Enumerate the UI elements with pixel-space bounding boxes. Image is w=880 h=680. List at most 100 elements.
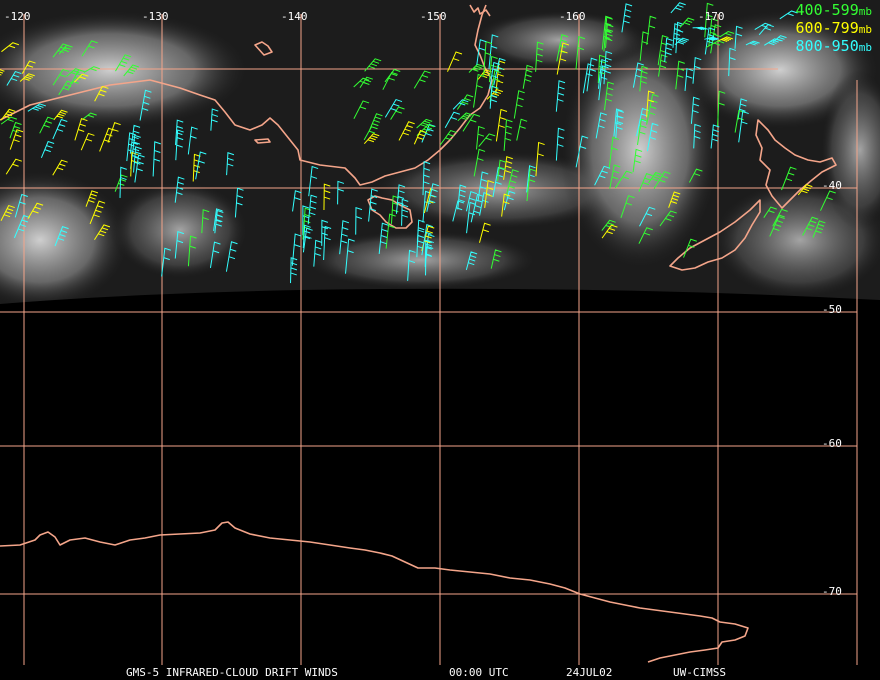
caption-date: 24JUL02 — [566, 666, 613, 679]
wind-barb — [632, 62, 644, 88]
wind-barb — [646, 15, 657, 45]
kangaroo-island-coastline — [254, 138, 271, 144]
wind-barb — [345, 238, 355, 274]
wind-barb — [152, 141, 161, 177]
wind-barb — [763, 206, 777, 218]
wind-barb — [621, 3, 633, 33]
wind-barb — [234, 187, 244, 218]
wind-barb — [690, 96, 700, 124]
wind-barb — [490, 249, 502, 269]
wind-barb — [14, 193, 28, 218]
wind-barb — [586, 57, 598, 92]
wind-barb — [582, 63, 595, 94]
wind-barb — [556, 42, 570, 75]
wind-barb — [636, 107, 649, 137]
wind-barb — [597, 54, 606, 84]
wind-barb — [6, 70, 22, 86]
wind-barb — [187, 235, 197, 267]
legend-entry-600-799: 600-799mb — [796, 20, 872, 38]
wind-barb — [505, 169, 519, 198]
wind-barb — [9, 121, 22, 139]
wind-barb — [609, 164, 621, 189]
new-zealand-south-coastline — [669, 199, 761, 271]
wind-barb — [601, 15, 612, 50]
wind-barb — [201, 209, 210, 234]
wind-barb — [704, 27, 716, 55]
wind-barb — [192, 153, 201, 182]
wind-barb — [473, 148, 486, 177]
wind-barb — [688, 168, 703, 183]
wind-barb — [307, 194, 318, 225]
wind-barb — [369, 113, 383, 131]
wind-barb — [613, 108, 623, 137]
wind-barb — [129, 124, 141, 154]
legend-unit: mb — [858, 5, 872, 18]
wind-barb — [705, 40, 725, 48]
wind-barb — [139, 89, 152, 121]
wind-barb — [465, 191, 478, 212]
island-coastline — [254, 41, 273, 56]
wind-barb — [495, 108, 508, 142]
wind-barb — [638, 172, 653, 192]
wind-barb — [313, 239, 322, 267]
longitude-label-140: -140 — [281, 10, 308, 23]
legend-range: 600-799 — [795, 19, 859, 37]
wind-barb — [675, 60, 685, 90]
wind-barb — [503, 119, 513, 151]
wind-barb — [130, 134, 141, 169]
new-zealand-north-coastline — [755, 119, 837, 209]
wind-barb — [302, 224, 311, 249]
wind-barb — [466, 201, 477, 234]
wind-barb — [39, 116, 55, 134]
wind-barb — [66, 68, 82, 77]
wind-barb — [639, 65, 649, 92]
wind-barb — [452, 200, 465, 222]
wind-barb — [717, 36, 733, 42]
wind-barb — [58, 44, 73, 55]
wind-barb — [797, 184, 813, 196]
wind-barb — [385, 213, 396, 249]
wind-barb — [74, 118, 88, 141]
wind-barb — [13, 214, 30, 239]
wind-barb — [174, 176, 185, 203]
wind-barb — [772, 35, 787, 43]
wind-barb — [21, 60, 36, 74]
wind-barb — [390, 195, 400, 224]
wind-barb — [535, 141, 545, 177]
wind-barb — [225, 241, 238, 272]
wind-barb — [123, 64, 139, 77]
wind-barb — [668, 191, 681, 208]
wind-barb — [210, 108, 219, 131]
wind-barb — [674, 37, 689, 46]
wind-barb — [85, 190, 99, 207]
pressure-legend: 400-599mb 600-799mb 800-950mb — [796, 2, 872, 56]
wind-barb — [675, 21, 684, 54]
wind-barb — [465, 251, 478, 270]
wind-barb — [395, 184, 406, 214]
cape-york-coastline — [469, 4, 491, 17]
wind-barb — [209, 241, 221, 269]
wind-barb — [503, 156, 513, 180]
wind-barb — [575, 36, 585, 70]
wind-barb — [452, 99, 469, 110]
wind-barb — [646, 93, 659, 125]
wind-barb — [603, 81, 615, 111]
wind-barb — [684, 67, 694, 91]
wind-barb — [107, 122, 121, 143]
wind-barb — [323, 183, 331, 210]
caption-time: 00:00 UTC — [449, 666, 509, 679]
wind-barb — [692, 26, 708, 31]
legend-range: 400-599 — [795, 1, 859, 19]
antarctica-coastline — [0, 521, 749, 663]
wind-barb — [526, 168, 537, 202]
wind-barb — [94, 224, 111, 241]
wind-barb — [489, 61, 501, 89]
wind-barb — [605, 24, 614, 49]
wind-barb — [292, 190, 302, 212]
wind-barb — [226, 152, 235, 176]
wind-barb — [522, 64, 534, 89]
wind-barb — [738, 110, 749, 143]
wind-barb — [639, 31, 650, 61]
wind-barb — [717, 90, 726, 127]
wind-barb — [704, 2, 714, 38]
